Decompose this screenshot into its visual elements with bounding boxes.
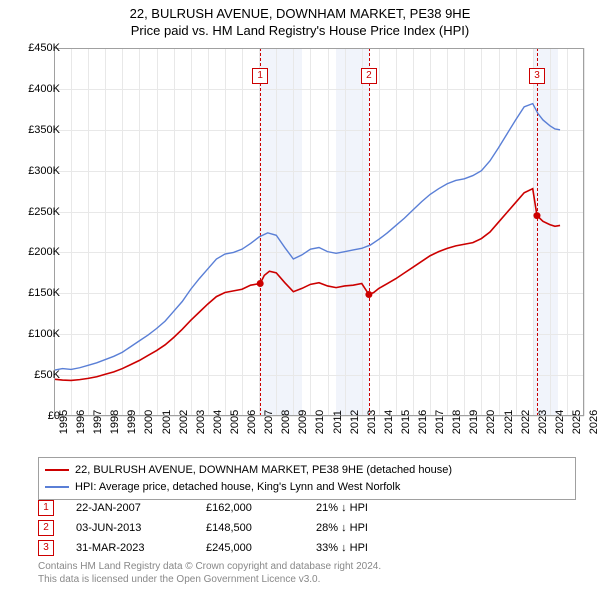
transaction-date: 22-JAN-2007 [76, 502, 206, 514]
x-tick-label: 2002 [178, 410, 190, 434]
x-tick-label: 2011 [332, 410, 344, 434]
y-tick-label: £400K [28, 83, 60, 95]
title-line-1: 22, BULRUSH AVENUE, DOWNHAM MARKET, PE38… [0, 6, 600, 23]
transaction-marker-label: 2 [361, 68, 377, 84]
x-tick-label: 2003 [195, 410, 207, 434]
grid-line-vertical [584, 48, 585, 416]
legend-row: 22, BULRUSH AVENUE, DOWNHAM MARKET, PE38… [45, 462, 569, 479]
chart-title: 22, BULRUSH AVENUE, DOWNHAM MARKET, PE38… [0, 0, 600, 40]
transaction-number: 2 [38, 520, 54, 536]
transactions-table: 1 22-JAN-2007£162,00021% ↓ HPI 2 03-JUN-201… [38, 498, 426, 558]
x-tick-label: 2025 [571, 410, 583, 434]
transaction-marker-label: 3 [529, 68, 545, 84]
y-tick-label: £50K [34, 369, 60, 381]
legend-row: HPI: Average price, detached house, King… [45, 479, 569, 496]
x-tick-label: 2018 [451, 410, 463, 434]
x-tick-label: 1997 [92, 410, 104, 434]
x-tick-label: 2021 [503, 410, 515, 434]
title-line-2: Price paid vs. HM Land Registry's House … [0, 23, 600, 40]
legend-label: HPI: Average price, detached house, King… [75, 479, 400, 496]
x-tick-label: 1998 [109, 410, 121, 434]
x-tick-label: 2005 [229, 410, 241, 434]
x-tick-label: 2001 [161, 410, 173, 434]
legend-swatch [45, 469, 69, 471]
x-tick-label: 2019 [468, 410, 480, 434]
x-tick-label: 2014 [383, 410, 395, 434]
x-tick-label: 2000 [143, 410, 155, 434]
attribution-line-1: Contains HM Land Registry data © Crown c… [38, 560, 381, 573]
x-tick-label: 2022 [520, 410, 532, 434]
transaction-row: 1 22-JAN-2007£162,00021% ↓ HPI [38, 498, 426, 518]
attribution: Contains HM Land Registry data © Crown c… [38, 560, 381, 586]
x-tick-label: 1999 [126, 410, 138, 434]
sale-point [257, 280, 264, 287]
transaction-date: 03-JUN-2013 [76, 522, 206, 534]
x-tick-label: 2020 [485, 410, 497, 434]
sale-point [365, 291, 372, 298]
x-tick-label: 2006 [246, 410, 258, 434]
transaction-row: 3 31-MAR-2023£245,00033% ↓ HPI [38, 538, 426, 558]
property-line [54, 189, 560, 381]
transaction-price: £245,000 [206, 542, 316, 554]
y-tick-label: £100K [28, 328, 60, 340]
transaction-delta: 21% ↓ HPI [316, 502, 426, 514]
y-tick-label: £150K [28, 287, 60, 299]
x-tick-label: 2023 [537, 410, 549, 434]
y-tick-label: £350K [28, 124, 60, 136]
transaction-marker-label: 1 [252, 68, 268, 84]
transaction-delta: 28% ↓ HPI [316, 522, 426, 534]
x-tick-label: 2010 [314, 410, 326, 434]
x-tick-label: 2024 [554, 410, 566, 434]
transaction-date: 31-MAR-2023 [76, 542, 206, 554]
x-tick-label: 1995 [58, 410, 70, 434]
x-tick-label: 2007 [263, 410, 275, 434]
legend: 22, BULRUSH AVENUE, DOWNHAM MARKET, PE38… [38, 457, 576, 500]
transaction-number: 1 [38, 500, 54, 516]
legend-label: 22, BULRUSH AVENUE, DOWNHAM MARKET, PE38… [75, 462, 452, 479]
transaction-delta: 33% ↓ HPI [316, 542, 426, 554]
x-tick-label: 2017 [434, 410, 446, 434]
x-tick-label: 2008 [280, 410, 292, 434]
y-tick-label: £200K [28, 246, 60, 258]
transaction-price: £162,000 [206, 502, 316, 514]
transaction-number: 3 [38, 540, 54, 556]
y-tick-label: £450K [28, 42, 60, 54]
transaction-price: £148,500 [206, 522, 316, 534]
x-tick-label: 2012 [349, 410, 361, 434]
y-tick-label: £300K [28, 165, 60, 177]
plot-svg [54, 48, 584, 416]
x-tick-label: 2026 [588, 410, 600, 434]
x-tick-label: 2013 [366, 410, 378, 434]
chart-area: 1 2 3 [54, 48, 584, 416]
x-tick-label: 2016 [417, 410, 429, 434]
x-tick-label: 1996 [75, 410, 87, 434]
x-tick-label: 2015 [400, 410, 412, 434]
x-tick-label: 2004 [212, 410, 224, 434]
y-tick-label: £250K [28, 206, 60, 218]
legend-swatch [45, 486, 69, 488]
x-tick-label: 2009 [297, 410, 309, 434]
sale-point [533, 212, 540, 219]
transaction-row: 2 03-JUN-2013£148,50028% ↓ HPI [38, 518, 426, 538]
attribution-line-2: This data is licensed under the Open Gov… [38, 573, 381, 586]
